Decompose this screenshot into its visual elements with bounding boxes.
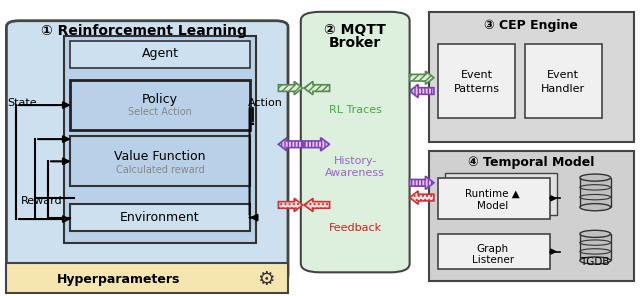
Text: RL Traces: RL Traces — [329, 104, 381, 115]
FancyBboxPatch shape — [64, 36, 256, 243]
Text: ④ Temporal Model: ④ Temporal Model — [468, 156, 595, 169]
FancyBboxPatch shape — [445, 173, 557, 215]
Polygon shape — [278, 138, 303, 151]
FancyBboxPatch shape — [70, 41, 250, 68]
FancyBboxPatch shape — [525, 44, 602, 118]
Text: Event: Event — [547, 70, 579, 81]
Text: Graph: Graph — [477, 244, 509, 254]
Polygon shape — [278, 81, 303, 95]
FancyBboxPatch shape — [6, 21, 288, 281]
FancyBboxPatch shape — [6, 263, 288, 293]
Text: State: State — [8, 98, 37, 108]
Text: Patterns: Patterns — [454, 84, 500, 94]
Text: Listener: Listener — [472, 255, 514, 266]
Polygon shape — [410, 176, 434, 189]
Polygon shape — [580, 234, 611, 260]
FancyBboxPatch shape — [438, 44, 515, 118]
Text: Value Function: Value Function — [115, 150, 205, 163]
Text: ① Reinforcement Learning: ① Reinforcement Learning — [41, 24, 247, 38]
Text: History-: History- — [333, 156, 377, 166]
Polygon shape — [410, 191, 434, 204]
FancyBboxPatch shape — [438, 178, 550, 219]
FancyBboxPatch shape — [301, 12, 410, 272]
Text: Runtime ▲: Runtime ▲ — [465, 189, 520, 199]
Text: ② MQTT: ② MQTT — [324, 22, 386, 37]
Polygon shape — [304, 198, 330, 212]
Text: Handler: Handler — [541, 84, 585, 94]
Text: Broker: Broker — [329, 36, 381, 50]
Text: Hyperparameters: Hyperparameters — [57, 273, 180, 286]
FancyBboxPatch shape — [70, 80, 250, 130]
FancyBboxPatch shape — [70, 136, 250, 186]
FancyBboxPatch shape — [438, 234, 550, 269]
Text: Feedback: Feedback — [328, 223, 382, 233]
FancyBboxPatch shape — [429, 12, 634, 142]
Text: Agent: Agent — [141, 47, 179, 60]
Polygon shape — [278, 198, 303, 212]
Text: Event: Event — [461, 70, 493, 81]
Text: Awareness: Awareness — [325, 168, 385, 178]
Text: Reward: Reward — [20, 196, 63, 206]
Text: ③ CEP Engine: ③ CEP Engine — [484, 19, 578, 32]
Ellipse shape — [580, 230, 611, 237]
Polygon shape — [410, 84, 434, 98]
Ellipse shape — [580, 257, 611, 264]
Polygon shape — [304, 81, 330, 95]
FancyBboxPatch shape — [70, 204, 250, 231]
Text: Environment: Environment — [120, 211, 200, 224]
Text: Action: Action — [248, 98, 283, 108]
Ellipse shape — [580, 204, 611, 211]
Text: Calculated reward: Calculated reward — [116, 165, 204, 175]
Polygon shape — [410, 71, 434, 84]
Polygon shape — [304, 138, 330, 151]
FancyBboxPatch shape — [429, 151, 634, 281]
Text: Model: Model — [477, 201, 508, 211]
Text: TGDB: TGDB — [580, 257, 610, 267]
Text: ⚙: ⚙ — [257, 270, 275, 289]
Text: Select Action: Select Action — [128, 107, 192, 118]
Ellipse shape — [580, 174, 611, 181]
Polygon shape — [580, 178, 611, 207]
Text: Policy: Policy — [142, 93, 178, 106]
